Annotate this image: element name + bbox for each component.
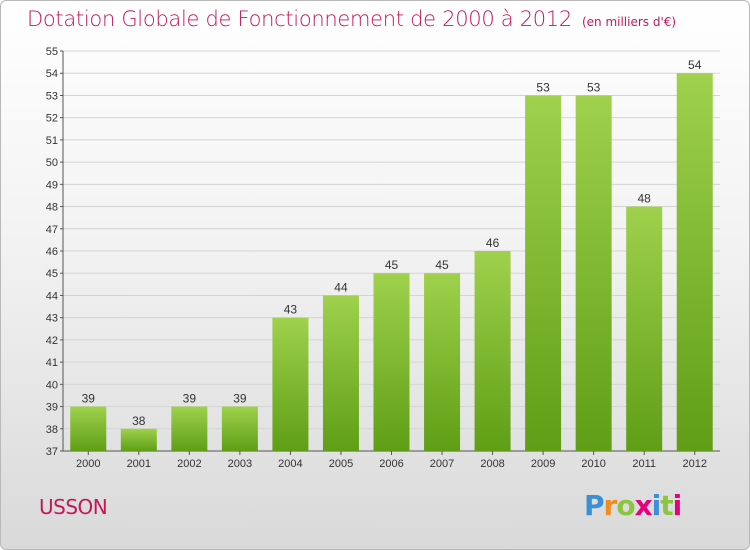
proxiti-logo: Proxiti	[584, 489, 683, 522]
x-tick-label: 2002	[177, 458, 201, 470]
logo-letter: o	[616, 489, 635, 522]
x-tick-label: 2001	[127, 458, 151, 470]
y-tick-label: 50	[46, 157, 58, 169]
chart-subtitle: (en milliers d'€)	[581, 15, 677, 29]
chart-title: Dotation Globale de Fonctionnement de 20…	[27, 7, 572, 31]
logo-letter: i	[672, 489, 683, 522]
data-label: 48	[638, 192, 652, 206]
x-tick-label: 2000	[76, 458, 100, 470]
bar	[272, 317, 309, 451]
x-tick-label: 2006	[379, 458, 403, 470]
x-tick-label: 2008	[480, 458, 504, 470]
y-tick-label: 40	[46, 379, 58, 391]
logo-letter: r	[603, 489, 618, 522]
y-tick-label: 45	[46, 268, 58, 280]
data-label: 38	[132, 414, 146, 428]
bar	[525, 95, 562, 451]
y-tick-label: 48	[46, 202, 58, 214]
logo-letter: x	[634, 489, 653, 522]
y-tick-label: 52	[46, 113, 58, 125]
x-tick-label: 2010	[581, 458, 605, 470]
y-tick-label: 39	[46, 402, 58, 414]
bar	[575, 95, 612, 451]
bar	[221, 406, 258, 451]
y-tick-label: 53	[46, 90, 58, 102]
data-label: 43	[284, 303, 298, 317]
bar	[474, 251, 511, 451]
data-label: 54	[688, 58, 702, 72]
data-label: 39	[183, 392, 197, 406]
logo-letter: P	[584, 489, 605, 522]
y-tick-label: 42	[46, 335, 58, 347]
bar	[373, 273, 410, 451]
x-tick-label: 2005	[329, 458, 353, 470]
bar	[120, 428, 157, 451]
y-tick-label: 55	[46, 46, 58, 58]
data-label: 53	[587, 80, 601, 94]
x-tick-label: 2011	[632, 458, 656, 470]
x-tick-label: 2007	[430, 458, 454, 470]
data-label: 45	[385, 258, 399, 272]
y-tick-label: 46	[46, 246, 58, 258]
data-label: 39	[82, 392, 96, 406]
data-label: 53	[536, 80, 550, 94]
title-row: Dotation Globale de Fonctionnement de 20…	[27, 7, 676, 31]
data-label: 39	[233, 392, 247, 406]
axis-layer: 37 38 39 40 41 42 43 44 45 46 47 48 49 50 51 52 53 54 55 20…	[46, 46, 720, 470]
y-tick-label: 47	[46, 224, 58, 236]
bar	[424, 273, 461, 451]
data-label: 46	[486, 236, 500, 250]
y-tick-label: 41	[46, 357, 58, 369]
bar	[171, 406, 208, 451]
y-tick-label: 49	[46, 179, 58, 191]
y-tick-label: 54	[46, 68, 58, 80]
commune-name: USSON	[39, 495, 108, 519]
x-tick-label: 2012	[682, 458, 706, 470]
bar	[70, 406, 107, 451]
y-tick-label: 37	[46, 446, 58, 458]
label-layer: 39 38 39 39 43 44 45 45 46 53 53 48 54	[82, 58, 702, 428]
x-tick-label: 2003	[228, 458, 252, 470]
logo-letter: i	[651, 489, 662, 522]
logo-letter: t	[660, 489, 673, 522]
bar-layer	[70, 73, 713, 451]
y-tick-label: 44	[46, 290, 58, 302]
data-label: 44	[334, 280, 348, 294]
y-tick-label: 51	[46, 135, 58, 147]
x-tick-label: 2009	[531, 458, 555, 470]
data-label: 45	[435, 258, 449, 272]
bar	[626, 206, 663, 451]
bar	[322, 295, 359, 451]
x-tick-label: 2004	[278, 458, 302, 470]
bar	[676, 73, 713, 451]
y-tick-label: 43	[46, 313, 58, 325]
y-tick-label: 38	[46, 424, 58, 436]
